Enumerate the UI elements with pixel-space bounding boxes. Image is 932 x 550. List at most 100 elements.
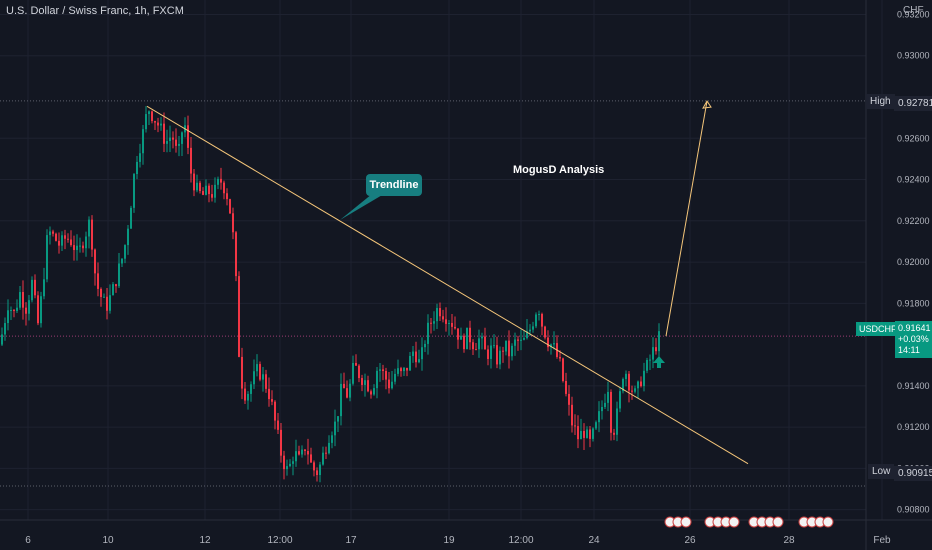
candle-body — [523, 338, 525, 340]
candle-body — [118, 263, 120, 287]
event-flag-icon — [728, 516, 740, 528]
candle-body — [70, 239, 72, 246]
candle-body — [637, 381, 639, 389]
candle-body — [274, 401, 276, 421]
candle-body — [172, 137, 174, 140]
candle-body — [178, 143, 180, 146]
candle-body — [61, 235, 63, 246]
candle-body — [505, 340, 507, 352]
candle-body — [553, 343, 555, 345]
candle-body — [463, 335, 465, 350]
candle-body — [448, 322, 450, 324]
candle-body — [91, 219, 93, 250]
candle-body — [340, 383, 342, 417]
candle-body — [166, 141, 168, 144]
high-tag-label: High — [866, 94, 895, 109]
x-tick-label: 12:00 — [508, 535, 533, 546]
candle-body — [526, 331, 528, 339]
candle-body — [136, 161, 138, 175]
candle-body — [592, 428, 594, 439]
symbol-tag: USDCHF — [856, 322, 900, 336]
candle-body — [244, 388, 246, 401]
candle-body — [427, 322, 429, 344]
candle-body — [16, 307, 18, 312]
candle-body — [439, 308, 441, 317]
candle-body — [415, 351, 417, 363]
x-tick-label: 12:00 — [267, 535, 292, 546]
candle-body — [580, 430, 582, 440]
candle-body — [361, 378, 363, 385]
candle-body — [322, 452, 324, 465]
candle-body — [106, 296, 108, 311]
candle-body — [67, 238, 69, 240]
candle-body — [40, 296, 42, 324]
buy-arrow-icon — [653, 356, 665, 368]
candle-body — [394, 373, 396, 382]
candle-body — [418, 359, 420, 363]
candle-body — [124, 245, 126, 259]
candle-body — [202, 191, 204, 195]
trendline — [146, 105, 749, 465]
candle-body — [169, 137, 171, 142]
event-flag-icon — [772, 516, 784, 528]
candle-body — [652, 347, 654, 360]
y-tick-label: 0.93000 — [897, 51, 930, 61]
y-tick-label: 0.90800 — [897, 505, 930, 515]
candle-body — [616, 408, 618, 435]
candle-body — [241, 356, 243, 389]
candle-body — [649, 359, 651, 361]
candle-body — [589, 429, 591, 439]
candle-body — [211, 194, 213, 198]
candle-body — [4, 323, 6, 335]
candle-body — [280, 429, 282, 456]
candle-body — [193, 173, 195, 191]
event-flag-icon — [822, 516, 834, 528]
candle-body — [79, 245, 81, 247]
candle-body — [559, 356, 561, 359]
candle-body — [346, 388, 348, 398]
x-tick-label: 6 — [25, 535, 31, 546]
candle-body — [643, 370, 645, 387]
candle-body — [151, 111, 153, 122]
candle-body — [562, 358, 564, 381]
candle-body — [355, 362, 357, 366]
candle-body — [607, 391, 609, 403]
candle-body — [28, 300, 30, 314]
candle-body — [148, 111, 150, 115]
candle-body — [529, 329, 531, 332]
candle-body — [541, 313, 543, 327]
candle-body — [376, 370, 378, 389]
candle-body — [358, 365, 360, 379]
candle-body — [655, 347, 657, 352]
candle-body — [10, 309, 12, 311]
candle-body — [301, 449, 303, 455]
candle-body — [403, 367, 405, 372]
candle-body — [367, 380, 369, 392]
candle-body — [571, 404, 573, 426]
high-tag-value: 0.92781 — [894, 96, 932, 111]
candle-body — [64, 235, 66, 239]
candle-body — [364, 380, 366, 385]
candle-body — [286, 466, 288, 470]
candle-body — [577, 426, 579, 440]
candle-body — [628, 373, 630, 391]
candle-body — [304, 449, 306, 451]
candle-body — [646, 360, 648, 371]
candle-body — [490, 345, 492, 359]
candle-body — [586, 429, 588, 438]
candle-body — [445, 319, 447, 324]
candle-body — [37, 295, 39, 324]
candle-body — [1, 334, 3, 345]
candle-body — [625, 373, 627, 380]
candle-body — [604, 402, 606, 407]
candle-body — [295, 451, 297, 462]
candle-body — [499, 350, 501, 365]
candle-body — [307, 450, 309, 455]
candle-body — [214, 184, 216, 198]
x-tick-label: Feb — [873, 535, 891, 546]
trendline-callout[interactable]: Trendline — [366, 174, 422, 196]
candle-body — [88, 219, 90, 237]
candle-body — [502, 350, 504, 352]
event-flag-icon — [680, 516, 692, 528]
